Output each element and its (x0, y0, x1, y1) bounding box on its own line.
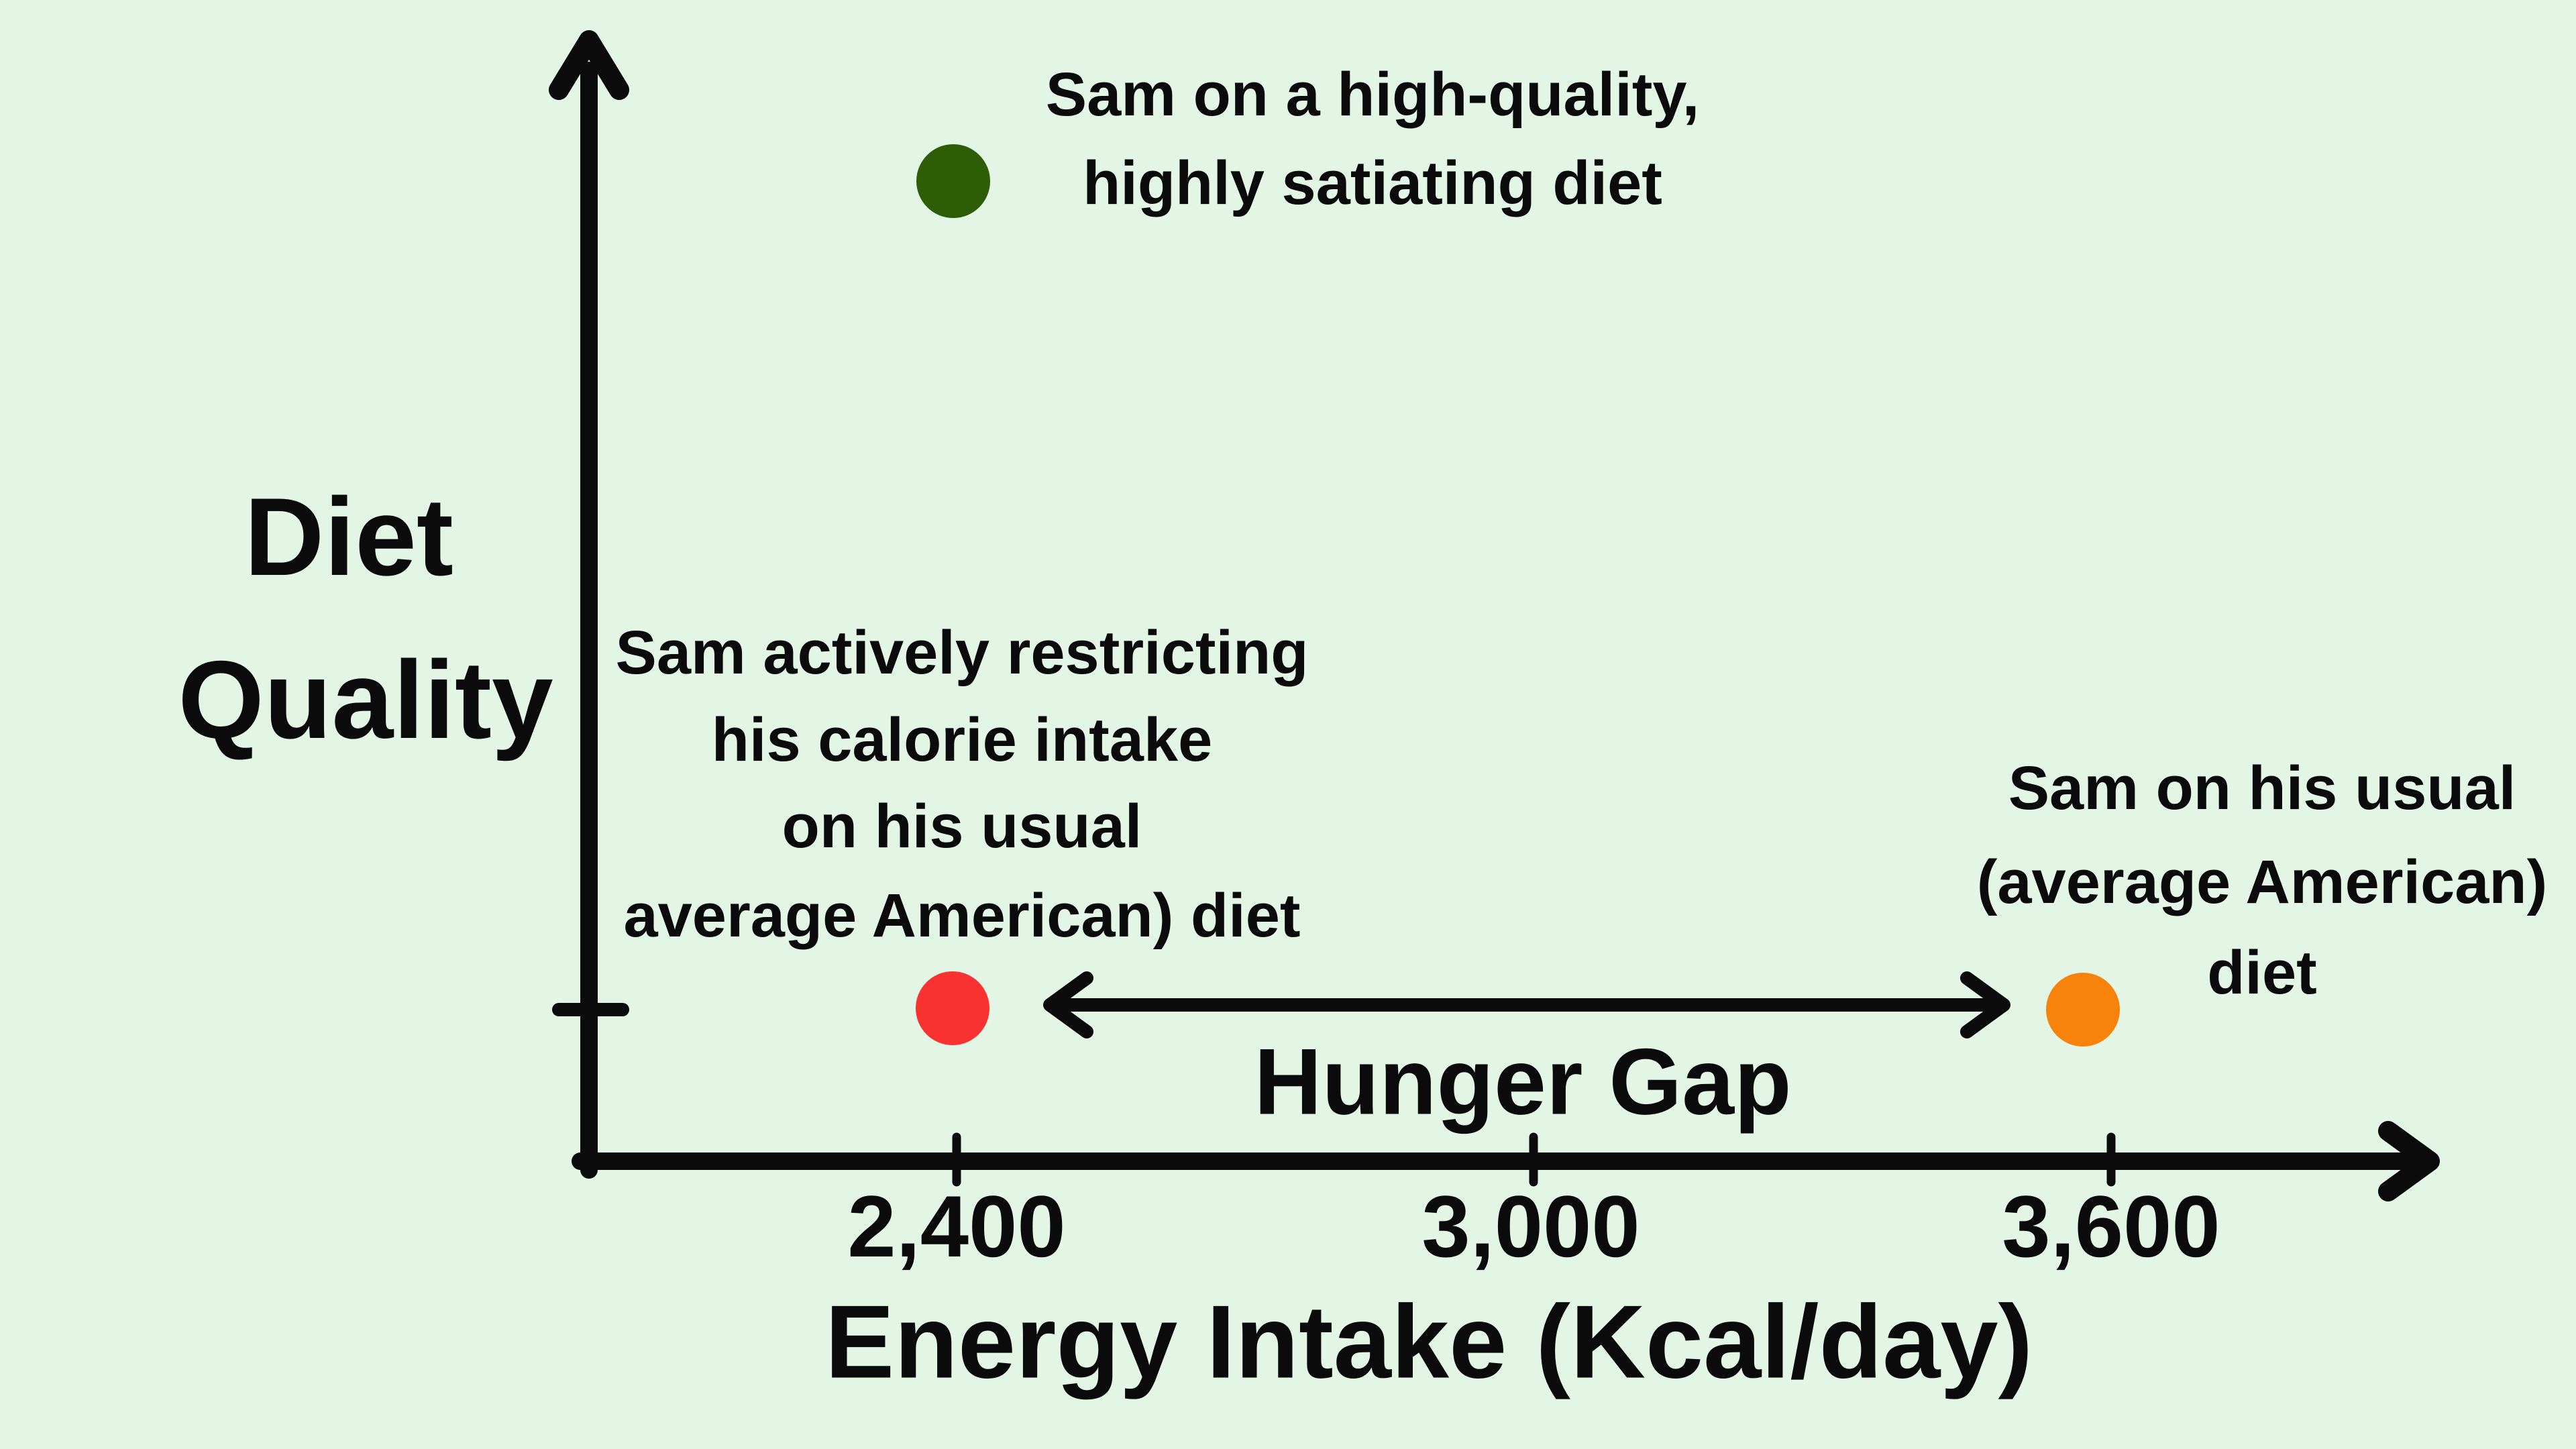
annotation-high-quality-line-1: Sam on a high-quality, (1046, 60, 1700, 129)
x-axis (572, 1121, 2440, 1201)
hunger-gap-arrow-right-head-icon (1960, 971, 2010, 1038)
data-point-restricting-diet (916, 971, 989, 1045)
annotation-usual-line-3: diet (2207, 938, 2317, 1007)
annotation-restricting-line-1: Sam actively restricting (616, 619, 1309, 687)
x-tick-label-2400: 2,400 (847, 1177, 1065, 1275)
hunger-gap-arrow (1043, 971, 2010, 1038)
data-point-high-quality-diet (916, 144, 990, 218)
annotation-restricting-line-3: on his usual (782, 792, 1142, 861)
y-axis-title-line-1: Diet (244, 475, 453, 598)
annotation-usual-line-1: Sam on his usual (2008, 754, 2516, 822)
hunger-gap-arrow-left-head-icon (1043, 971, 1093, 1038)
y-axis (549, 30, 629, 1179)
y-axis-title-line-2: Quality (178, 638, 553, 761)
y-axis-arrowhead-icon (549, 30, 629, 100)
x-tick-label-3000: 3,000 (1421, 1177, 1640, 1275)
annotation-restricting-line-2: his calorie intake (712, 706, 1213, 774)
x-tick-label-3600: 3,600 (2002, 1177, 2220, 1275)
annotation-restricting-line-4: average American) diet (623, 881, 1300, 950)
x-axis-arrowhead-icon (2378, 1121, 2440, 1201)
x-axis-title: Energy Intake (Kcal/day) (825, 1284, 2033, 1400)
annotation-usual-line-2: (average American) (1977, 848, 2548, 916)
annotation-high-quality-line-2: highly satiating diet (1083, 149, 1662, 217)
data-point-usual-diet (2046, 973, 2120, 1046)
hunger-gap-label: Hunger Gap (1254, 1029, 1791, 1134)
